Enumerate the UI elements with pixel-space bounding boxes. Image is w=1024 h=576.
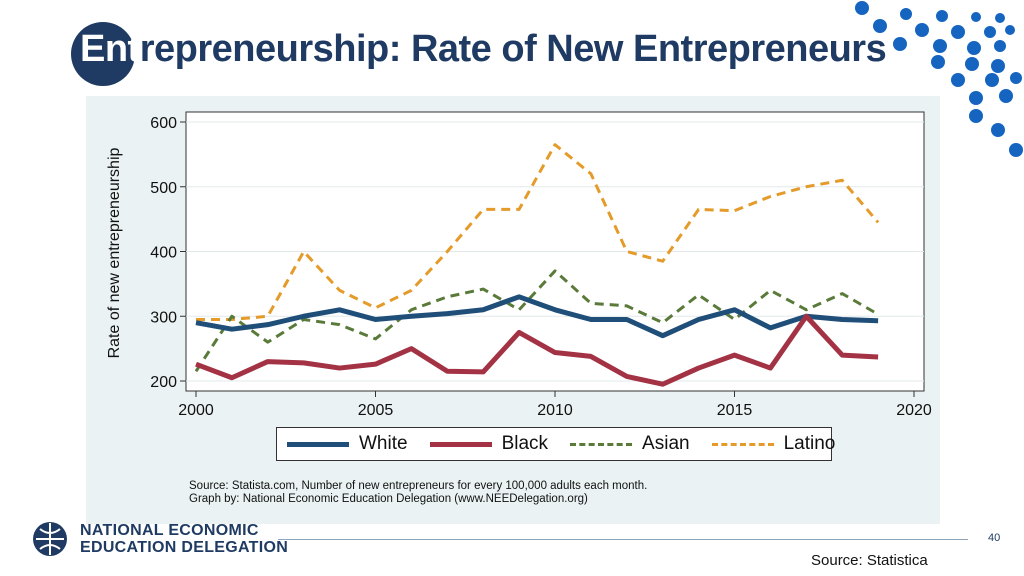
x-tick-label: 2000 xyxy=(178,402,214,419)
decorative-dot xyxy=(991,123,1005,137)
chart-source-note: Source: Statista.com, Number of new entr… xyxy=(189,480,647,506)
decorative-dot xyxy=(951,73,965,87)
logo-line-2: EDUCATION DELEGATION xyxy=(80,539,289,556)
logo-line-1: NATIONAL ECONOMIC xyxy=(80,522,259,539)
legend-label: Asian xyxy=(642,433,690,454)
legend-item-latino: Latino xyxy=(711,433,836,455)
decorative-dot xyxy=(991,59,1005,73)
decorative-dot xyxy=(995,13,1005,23)
y-tick-label: 400 xyxy=(150,245,177,262)
decorative-dot xyxy=(1009,143,1023,157)
nee-logo: NATIONAL ECONOMIC EDUCATION DELEGATION xyxy=(30,519,288,561)
y-ticks: 200 300 400 500 600 xyxy=(150,115,186,391)
x-tick-label: 2010 xyxy=(537,402,573,419)
series-line-white xyxy=(195,294,879,339)
decorative-dot xyxy=(931,55,945,69)
x-ticks: 2000 2005 2010 2015 2020 xyxy=(178,391,932,419)
legend-swatch xyxy=(287,441,349,447)
decorative-dot xyxy=(900,8,912,20)
legend-item-asian: Asian xyxy=(570,433,690,455)
decorative-dot xyxy=(967,41,981,55)
decorative-dot xyxy=(873,19,887,33)
legend-item-white: White xyxy=(287,433,408,455)
series-line-asian xyxy=(194,269,879,373)
chart-panel: 200 300 400 500 600 2000 2005 2010 2015 2020 Rat… xyxy=(86,96,940,524)
decorative-dot xyxy=(984,26,996,38)
legend-item-black: Black xyxy=(429,433,549,455)
source-line-2: Graph by: National Economic Education De… xyxy=(189,493,588,505)
x-tick-label: 2005 xyxy=(358,402,394,419)
y-tick-label: 200 xyxy=(150,374,177,391)
decorative-dot xyxy=(971,12,981,22)
title-badge-circle xyxy=(71,22,135,86)
decorative-dot xyxy=(1010,72,1022,84)
decorative-dot-pattern xyxy=(855,1,1023,157)
series-line-black xyxy=(195,313,879,387)
decorative-dot xyxy=(994,40,1006,52)
title-rest: repreneurship: Rate of New Entrepreneurs xyxy=(139,28,887,70)
page-number: 40 xyxy=(988,532,1001,544)
legend-swatch xyxy=(429,441,492,447)
decorative-dot xyxy=(965,57,979,71)
y-tick-label: 500 xyxy=(150,180,177,197)
slide-title: Entrepreneurship: Rate of New Entreprene… xyxy=(80,28,887,71)
title-lead: Ent xyxy=(80,28,140,70)
y-tick-label: 600 xyxy=(150,115,177,132)
line-chart: 200 300 400 500 600 2000 2005 2010 2015 2020 Rat… xyxy=(106,111,932,419)
gridlines xyxy=(186,121,924,382)
legend-swatch xyxy=(570,442,633,446)
decorative-dot xyxy=(969,91,983,105)
globe-logo-icon xyxy=(33,522,67,556)
series-line-latino xyxy=(196,143,880,321)
decorative-dot xyxy=(936,10,948,22)
decorative-dot xyxy=(915,23,929,37)
footer-divider xyxy=(278,539,968,540)
decorative-dot xyxy=(1005,25,1015,35)
source-line-1: Source: Statista.com, Number of new entr… xyxy=(189,480,648,492)
legend-label: Latino xyxy=(783,433,836,454)
x-tick-label: 2020 xyxy=(896,402,932,419)
decorative-dot xyxy=(855,1,869,15)
legend-label: White xyxy=(359,433,408,454)
y-axis-label: Rate of new entrepreneurship xyxy=(106,148,123,359)
decorative-dot xyxy=(951,25,965,39)
chart-legend: White Black Asian Latino xyxy=(276,427,835,461)
decorative-dot xyxy=(999,89,1013,103)
decorative-dot xyxy=(969,109,983,123)
logo-text: NATIONAL ECONOMIC EDUCATION DELEGATION xyxy=(80,522,288,556)
legend-label: Black xyxy=(501,433,549,454)
decorative-dot xyxy=(985,73,999,87)
y-tick-label: 300 xyxy=(150,309,177,326)
legend-swatch xyxy=(711,442,774,446)
footer-source: Source: Statistica xyxy=(811,552,928,569)
x-tick-label: 2015 xyxy=(717,402,753,419)
decorative-dot xyxy=(893,37,907,51)
decorative-dot xyxy=(933,39,947,53)
series-lines xyxy=(194,143,880,387)
